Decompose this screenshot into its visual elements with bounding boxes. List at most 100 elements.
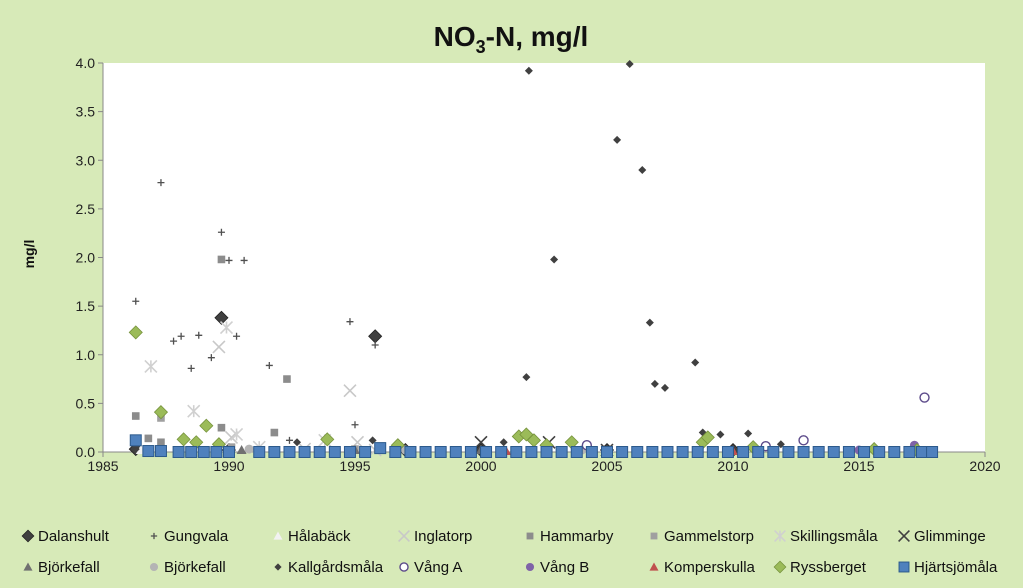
legend-marker [525, 562, 535, 572]
data-point [225, 256, 233, 264]
data-point [374, 442, 387, 455]
series-hammarby [131, 255, 291, 447]
legend-label: Hjärtsjömåla [914, 559, 998, 576]
legend-marker [650, 532, 658, 540]
legend-item-komperskulla: Komperskulla [649, 559, 756, 576]
data-point [767, 446, 780, 458]
data-point [283, 446, 296, 458]
data-point [797, 446, 810, 458]
data-point [207, 354, 215, 362]
data-point [706, 446, 719, 458]
data-point [187, 404, 201, 418]
legend-item-inglatorp: Inglatorp [398, 528, 472, 545]
legend-label: Vång A [414, 559, 462, 576]
y-tick-label: 2.5 [76, 201, 96, 217]
legend-item-vang-b: Vång B [525, 559, 589, 576]
legend-label: Hålabäck [288, 528, 351, 545]
data-point [236, 445, 247, 455]
data-point [217, 423, 226, 432]
legend-marker [23, 562, 33, 571]
legend-label: Hammarby [540, 528, 614, 545]
legend-label: Kallgårdsmåla [288, 559, 384, 576]
y-tick-label: 1.5 [76, 298, 96, 314]
legend-item-hjartsjomala: Hjärtsjömåla [898, 559, 998, 576]
x-tick-label: 1995 [339, 458, 370, 474]
legend-label: Gungvala [164, 528, 229, 545]
data-point [129, 434, 142, 447]
data-point [187, 364, 195, 372]
data-point [550, 255, 559, 264]
y-tick-label: 4.0 [76, 55, 96, 71]
series-kallgardsmala [131, 59, 785, 454]
data-point [199, 418, 214, 433]
data-point [328, 446, 341, 458]
legend-item-halaback: Hålabäck [273, 528, 351, 545]
y-tick-label: 2.0 [76, 250, 96, 266]
legend-marker [398, 530, 410, 542]
x-tick-label: 1985 [87, 458, 118, 474]
data-point [142, 445, 155, 458]
data-point [170, 337, 178, 345]
data-point [346, 318, 354, 326]
data-point [371, 341, 379, 349]
data-point [499, 438, 508, 447]
data-point [827, 446, 840, 458]
data-point [888, 446, 901, 458]
data-point [253, 446, 266, 458]
legend-label: Skillingsmåla [790, 528, 878, 545]
data-point [157, 438, 165, 447]
legend-marker [273, 531, 283, 540]
x-tick-label: 2010 [717, 458, 748, 474]
legend-label: Dalanshult [38, 528, 110, 545]
legend-marker [149, 562, 159, 572]
data-point [752, 446, 765, 458]
data-point [177, 332, 185, 340]
chart-title-main: NO [434, 21, 476, 52]
data-point [419, 446, 432, 458]
legend-marker [898, 530, 910, 542]
data-point [676, 446, 689, 458]
data-point [176, 432, 191, 447]
legend-item-hammarby: Hammarby [526, 528, 614, 545]
data-point [343, 446, 356, 458]
data-point [343, 384, 357, 398]
legend-marker [399, 562, 409, 572]
legend-item-glimminge: Glimminge [898, 528, 986, 545]
data-point [700, 430, 715, 445]
data-point [270, 428, 279, 437]
data-point [229, 427, 244, 442]
legend-marker [21, 529, 35, 543]
data-point [128, 325, 143, 340]
series-hjartsjomala [129, 434, 939, 458]
data-point [195, 331, 203, 339]
data-point [351, 421, 359, 429]
data-point [737, 446, 750, 458]
legend-marker [773, 560, 787, 574]
data-point [646, 446, 659, 458]
data-point [842, 446, 855, 458]
data-point [570, 446, 583, 458]
data-point [660, 383, 669, 392]
data-point [716, 430, 725, 439]
data-point [782, 446, 795, 458]
data-point [524, 66, 533, 75]
data-point [283, 375, 291, 383]
legend-item-bjorkefall: Björkefall [23, 559, 100, 576]
legend-label: Björkefall [38, 559, 100, 576]
chart-title: NO3-N, mg/l [434, 21, 589, 57]
data-point [798, 435, 809, 446]
plot-area [103, 63, 985, 452]
data-point [285, 436, 293, 444]
data-point [219, 320, 234, 335]
data-point [153, 405, 169, 420]
data-point [661, 446, 674, 458]
data-point [313, 446, 326, 458]
x-tick-label: 2005 [591, 458, 622, 474]
data-point [650, 379, 659, 388]
x-tick-label: 2000 [465, 458, 496, 474]
data-point [873, 446, 886, 458]
data-point [210, 446, 223, 458]
data-point [631, 446, 644, 458]
data-point [638, 165, 647, 174]
